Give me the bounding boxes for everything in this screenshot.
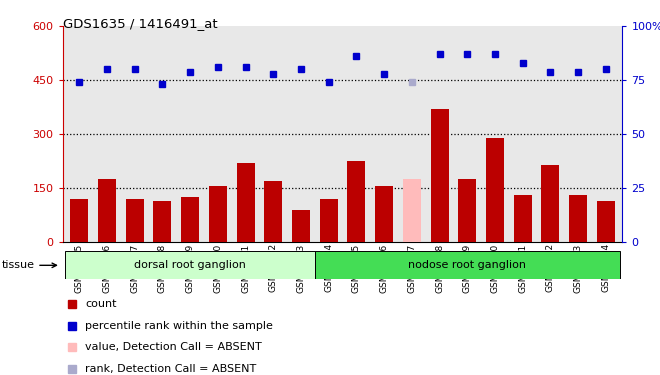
Bar	[292, 210, 310, 242]
Bar	[71, 199, 88, 242]
Bar	[597, 201, 614, 242]
Bar	[264, 181, 282, 242]
Bar	[375, 186, 393, 242]
Bar	[319, 199, 338, 242]
Bar	[98, 179, 116, 242]
Bar	[153, 201, 172, 242]
Bar	[236, 163, 255, 242]
Text: count: count	[85, 299, 117, 309]
Text: rank, Detection Call = ABSENT: rank, Detection Call = ABSENT	[85, 364, 257, 374]
Bar	[513, 195, 532, 242]
Text: tissue: tissue	[1, 260, 57, 270]
Bar	[181, 197, 199, 242]
Text: value, Detection Call = ABSENT: value, Detection Call = ABSENT	[85, 342, 262, 352]
Bar	[315, 251, 620, 279]
Bar	[403, 179, 421, 242]
Text: nodose root ganglion: nodose root ganglion	[409, 260, 526, 270]
Bar	[347, 161, 366, 242]
Text: percentile rank within the sample: percentile rank within the sample	[85, 321, 273, 331]
Bar	[126, 199, 144, 242]
Bar	[65, 251, 315, 279]
Text: GDS1635 / 1416491_at: GDS1635 / 1416491_at	[63, 17, 217, 30]
Bar	[486, 138, 504, 242]
Bar	[430, 109, 449, 242]
Text: dorsal root ganglion: dorsal root ganglion	[134, 260, 246, 270]
Bar	[209, 186, 227, 242]
Bar	[569, 195, 587, 242]
Bar	[458, 179, 477, 242]
Bar	[541, 165, 559, 242]
